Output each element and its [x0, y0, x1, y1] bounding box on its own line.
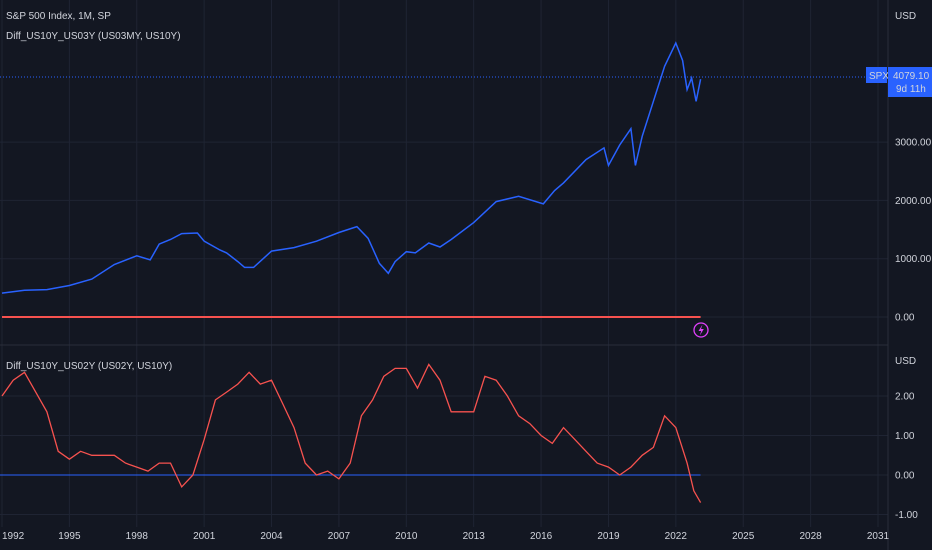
x-tick-label: 2007 [328, 531, 351, 542]
x-tick-label: 2031 [867, 531, 890, 542]
indicator-title-top[interactable]: Diff_US10Y_US03Y (US03MY, US10Y) [6, 31, 181, 42]
x-tick-label: 2004 [260, 531, 283, 542]
x-tick-label: 2028 [799, 531, 822, 542]
diff-us10y-us02y-line[interactable] [1, 363, 702, 503]
y-tick-label-top: 3000.00 [895, 138, 932, 149]
currency-label-top: USD [895, 11, 916, 22]
price-tag [888, 67, 932, 97]
spx-series-line[interactable] [1, 41, 702, 294]
y-tick-label-top: 2000.00 [895, 196, 932, 207]
y-tick-label-bottom: 2.00 [895, 392, 915, 403]
y-axis-ticks[interactable]: 3000.00 2000.00 1000.00 0.00 2.00 1.00 0.00 -1.… [895, 138, 932, 521]
x-tick-label: 2022 [665, 531, 688, 542]
y-tick-label-bottom: 1.00 [895, 431, 915, 442]
x-tick-label: 2001 [193, 531, 216, 542]
x-tick-label: 2016 [530, 531, 553, 542]
symbol-title[interactable]: S&P 500 Index, 1M, SP [6, 11, 111, 22]
y-tick-label-top: 1000.00 [895, 254, 932, 265]
x-tick-label: 2025 [732, 531, 755, 542]
lightning-alert-icon[interactable] [693, 322, 709, 338]
ticker-badge [866, 67, 887, 83]
x-tick-label: 1995 [58, 531, 81, 542]
bar-countdown: 9d 11h [896, 84, 926, 95]
x-tick-label: 1992 [2, 531, 25, 542]
y-tick-label-bottom: -1.00 [895, 510, 918, 521]
grid-lines [0, 0, 888, 527]
y-tick-label-bottom: 0.00 [895, 471, 915, 482]
ticker-label: SPX [869, 71, 889, 82]
y-tick-label-top: 0.00 [895, 313, 915, 324]
x-tick-label: 1998 [126, 531, 149, 542]
price-value: 4079.10 [893, 71, 930, 82]
x-tick-label: 2019 [597, 531, 620, 542]
x-tick-label: 2010 [395, 531, 418, 542]
currency-label-bottom: USD [895, 356, 916, 367]
indicator-title-bottom[interactable]: Diff_US10Y_US02Y (US02Y, US10Y) [6, 361, 172, 372]
x-tick-label: 2013 [463, 531, 486, 542]
x-axis-ticks[interactable]: 1992 1995 1998 2001 2004 2007 2010 2013 2016 2019… [2, 531, 890, 542]
